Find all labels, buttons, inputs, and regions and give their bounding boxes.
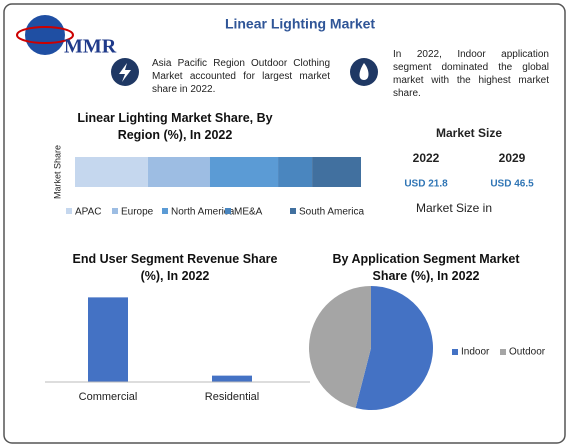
legend-label: North America [171,207,235,218]
legend-swatch [66,208,72,214]
pie-slice [309,286,371,409]
legend-label: Europe [121,207,154,218]
market-size-footer: Market Size in [416,201,492,215]
chart-title: By Application Segment Market Share (%),… [332,252,520,283]
note: Asia Pacific Region Outdoor Clothing Mar… [152,58,330,95]
legend-swatch [290,208,296,214]
bar [88,297,128,382]
legend-swatch [112,208,118,214]
year: 2022 [413,151,440,165]
bar-segment [209,157,279,187]
bar-segment [312,157,361,187]
market-size-title: Market Size [436,126,502,140]
logo-globe [25,15,65,55]
legend-label: Indoor [461,347,490,358]
legend-label: APAC [75,207,102,218]
logo-orbit [16,26,74,44]
year: 2029 [499,151,526,165]
icon-glyph [119,63,131,82]
legend-swatch [500,349,506,355]
logo: MMR [64,36,117,58]
bar [212,375,252,382]
icon-glyph [359,63,369,80]
legend-swatch [162,208,168,214]
border [3,3,566,444]
page-title: Linear Lighting Market [225,16,375,32]
legend-label: Outdoor [509,347,546,358]
chart-title: Linear Lighting Market Share, By Region … [77,111,273,142]
market-value: USD 21.8 [404,179,448,190]
x-tick-label: Residential [205,391,259,403]
legend-swatch [225,208,231,214]
market-value: USD 46.5 [490,179,534,190]
legend-label: South America [299,207,364,218]
x-tick-label: Commercial [79,391,138,403]
bar-segment [147,157,210,187]
bar-segment [278,157,313,187]
pie-slice [355,286,433,410]
y-axis-label: Market Share [52,145,62,199]
chart-title: End User Segment Revenue Share (%), In 2… [72,252,278,283]
legend-label: ME&A [234,207,263,218]
bar-segment [75,157,148,187]
legend-swatch [452,349,458,355]
note: In 2022, Indoor application segment domi… [393,49,549,99]
